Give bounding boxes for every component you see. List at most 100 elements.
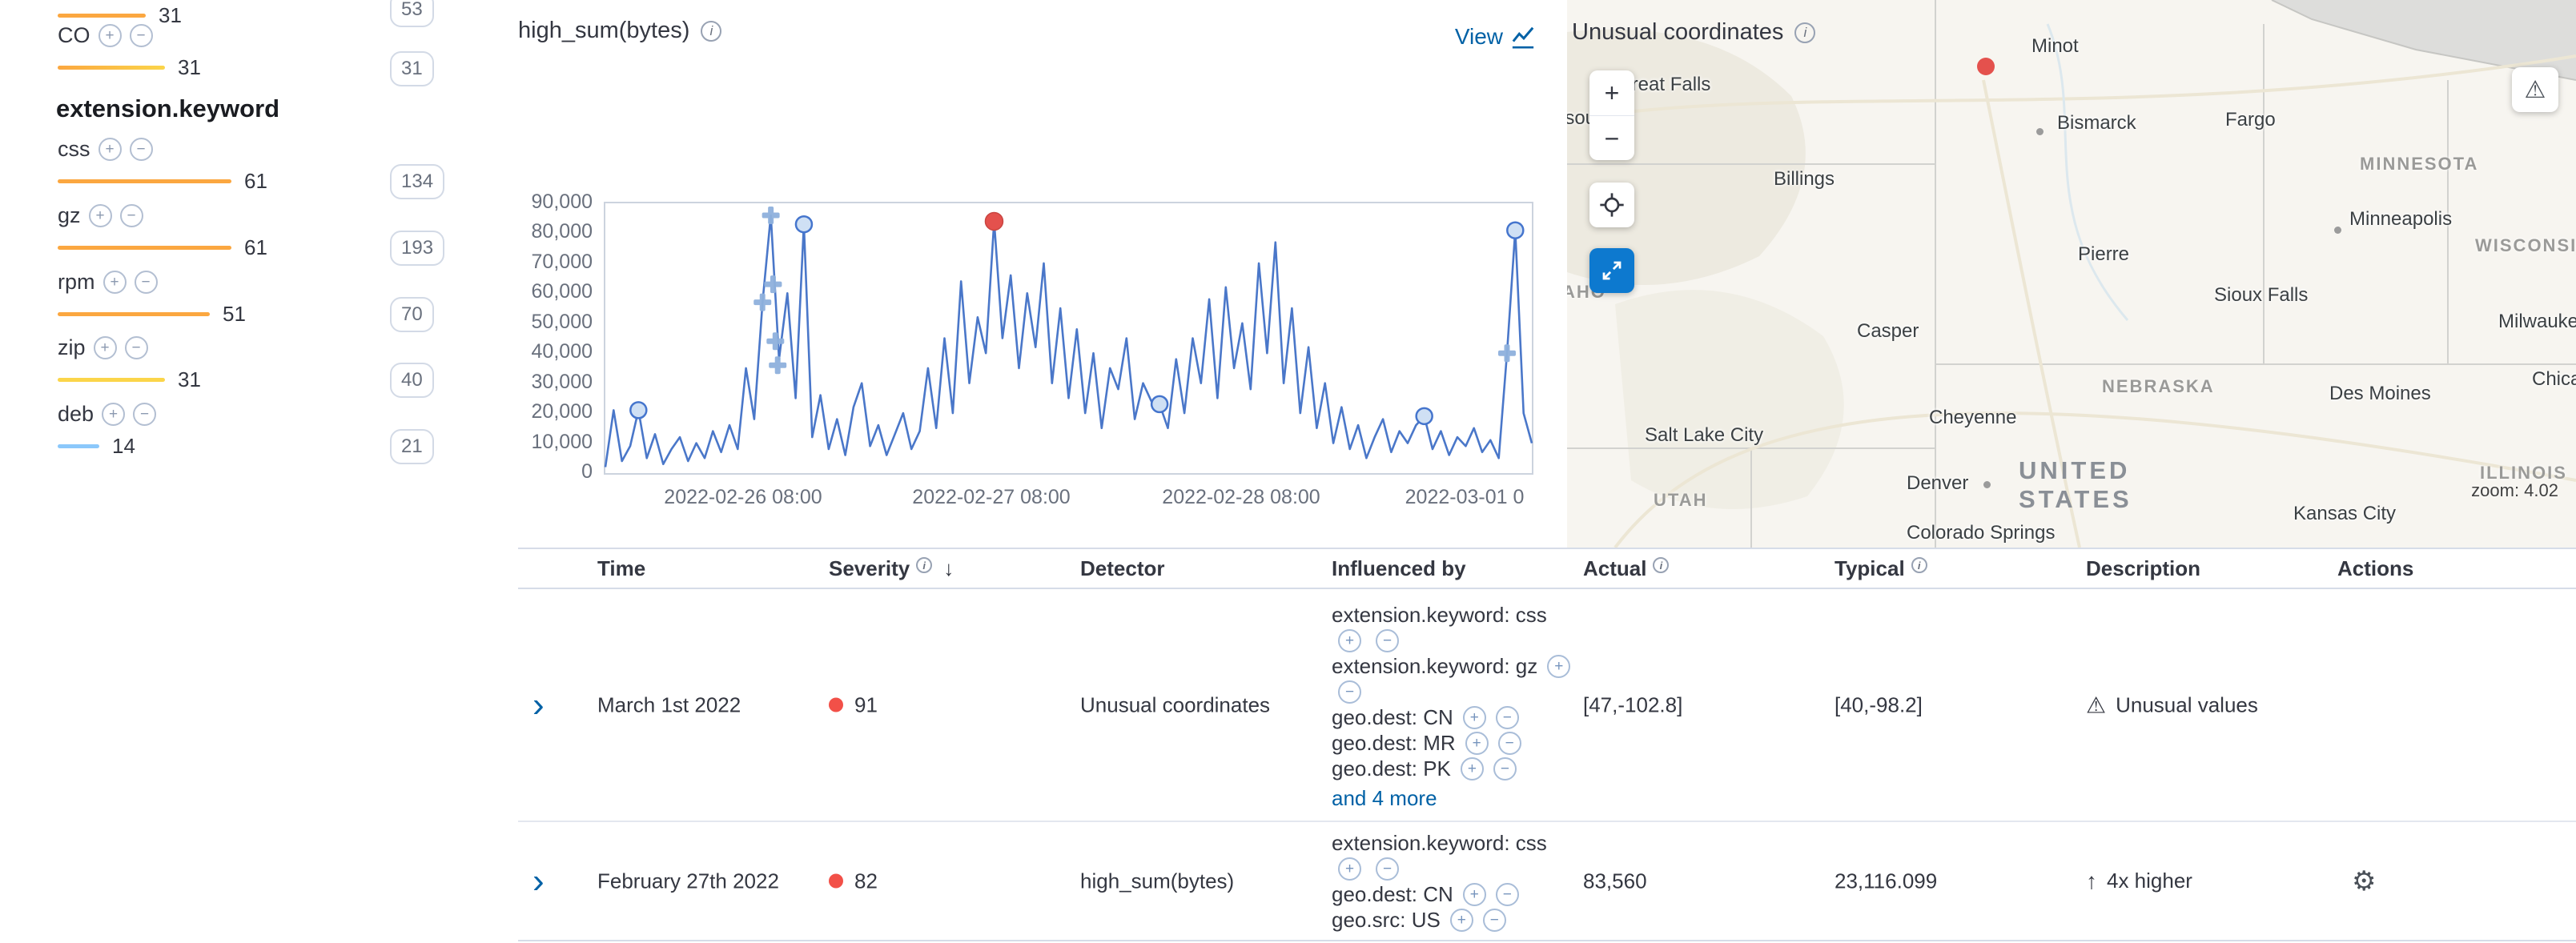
anomaly-marker[interactable] [1506, 221, 1525, 239]
filter-in-icon[interactable]: + [102, 402, 126, 426]
expand-row-button[interactable]: › [532, 861, 545, 901]
filter-out-icon[interactable]: − [1495, 882, 1519, 906]
country-label: UNITED STATES [2019, 456, 2132, 514]
filter-out-icon[interactable]: − [1495, 705, 1519, 729]
top-influencers-panel: 31 53 CO + − 31 31 extension.keyword css… [0, 0, 516, 943]
influencer-count-badge: 53 [390, 0, 434, 27]
map-city-label: Salt Lake City [1645, 424, 1764, 446]
anomaly-marker[interactable] [1150, 395, 1169, 414]
column-header-actual: Actual i [1583, 549, 1670, 588]
critical-anomaly-marker[interactable] [984, 211, 1004, 231]
country-label-line1: UNITED [2019, 456, 2131, 484]
influencer-label: css [58, 136, 90, 161]
filter-in-icon[interactable]: + [1465, 731, 1489, 755]
column-header-actions: Actions [2337, 556, 2414, 580]
influencer-value: 61 [244, 168, 267, 193]
x-axis-tick: 2022-02-26 08:00 [664, 486, 822, 508]
filter-out-icon[interactable]: − [129, 23, 153, 47]
filter-in-icon[interactable]: + [1462, 705, 1486, 729]
influencer-count-badge: 70 [390, 297, 434, 332]
anomaly-timeseries-chart [604, 206, 1533, 467]
cell-actual: [47,-102.8] [1583, 692, 1683, 716]
expand-row-button[interactable]: › [532, 684, 545, 724]
influencer-item: css + − 61 [58, 135, 267, 193]
show-more-influencers-link[interactable]: and 4 more [1332, 786, 1437, 810]
map-state-label: NEBRASKA [2102, 376, 2215, 396]
filter-out-icon[interactable]: − [133, 402, 157, 426]
y-axis-tick: 20,000 [531, 400, 593, 423]
info-icon[interactable]: i [1794, 22, 1816, 43]
filter-out-icon[interactable]: − [119, 203, 143, 227]
map-city-label: Fargo [2225, 109, 2276, 130]
filter-in-icon[interactable]: + [88, 203, 112, 227]
info-icon[interactable]: i [701, 20, 722, 42]
multi-bucket-anomaly-marker[interactable] [764, 275, 782, 294]
map-city-label: Billings [1774, 168, 1835, 190]
info-icon[interactable]: i [1911, 557, 1927, 573]
sort-desc-icon: ↓ [943, 556, 954, 580]
multi-bucket-anomaly-marker[interactable] [762, 206, 780, 224]
filter-out-icon[interactable]: − [1376, 857, 1399, 881]
influencer-item-partial: 31 [58, 0, 182, 27]
cell-severity: 91 [829, 692, 878, 717]
multi-bucket-anomaly-marker[interactable] [1497, 344, 1516, 363]
influencer-label: rpm [58, 269, 95, 294]
filter-in-icon[interactable]: + [1449, 908, 1473, 932]
influencer-field-heading: extension.keyword [56, 94, 280, 122]
filter-out-icon[interactable]: − [1338, 680, 1361, 704]
expand-map-button[interactable] [1589, 248, 1634, 293]
filter-out-icon[interactable]: − [129, 137, 153, 161]
influencer-item: zip + − 31 [58, 334, 201, 391]
geolocate-button[interactable] [1589, 183, 1634, 227]
map-warning-button[interactable]: ⚠ [2512, 67, 2558, 112]
filter-in-icon[interactable]: + [1338, 628, 1361, 652]
filter-in-icon[interactable]: + [93, 335, 117, 359]
anomaly-map-marker[interactable] [1977, 58, 1995, 75]
chart-plot-area[interactable] [604, 202, 1533, 475]
filter-in-icon[interactable]: + [1547, 654, 1571, 678]
multi-bucket-anomaly-marker[interactable] [754, 293, 772, 311]
influencer-count-badge: 31 [390, 51, 434, 86]
y-axis-tick: 30,000 [531, 370, 593, 393]
influencer-label: zip [58, 335, 86, 359]
gear-icon[interactable]: ⚙ [2352, 865, 2377, 897]
filter-in-icon[interactable]: + [102, 270, 127, 294]
anomaly-marker[interactable] [794, 215, 814, 234]
filter-out-icon[interactable]: − [124, 335, 148, 359]
y-axis-tick: 80,000 [531, 220, 593, 243]
filter-out-icon[interactable]: − [1497, 731, 1521, 755]
anomaly-marker[interactable] [629, 401, 648, 419]
zoom-out-button[interactable]: − [1604, 123, 1620, 153]
column-header-severity[interactable]: Severity i ↓ [829, 556, 954, 580]
country-label-line2: STATES [2019, 485, 2132, 513]
anomaly-marker[interactable] [1415, 407, 1433, 426]
influencer-label: CO [58, 22, 90, 47]
filter-in-icon[interactable]: + [1462, 882, 1486, 906]
influencer-count-badge: 21 [390, 429, 434, 464]
cell-actual: 83,560 [1583, 869, 1647, 893]
filter-in-icon[interactable]: + [1338, 857, 1361, 881]
multi-bucket-anomaly-marker[interactable] [766, 332, 785, 351]
cell-detector: Unusual coordinates [1080, 692, 1271, 716]
zoom-in-button[interactable]: + [1589, 70, 1634, 116]
influencer-label: deb [58, 401, 94, 426]
influencer-value: 51 [223, 301, 246, 326]
cell-typical: [40,-98.2] [1835, 692, 1923, 716]
filter-in-icon[interactable]: + [98, 23, 122, 47]
filter-out-icon[interactable]: − [134, 270, 158, 294]
map-city-label: Chicago [2532, 368, 2576, 390]
filter-out-icon[interactable]: − [1493, 756, 1517, 780]
filter-out-icon[interactable]: − [1376, 628, 1399, 652]
influence-bar [58, 443, 99, 448]
filter-in-icon[interactable]: + [98, 137, 122, 161]
view-button[interactable]: View [1455, 24, 1535, 50]
filter-out-icon[interactable]: − [1482, 908, 1506, 932]
info-icon[interactable]: i [1653, 557, 1670, 573]
influencer-item: deb + − 14 [58, 400, 157, 458]
filter-in-icon[interactable]: + [1460, 756, 1484, 780]
multi-bucket-anomaly-marker[interactable] [769, 356, 787, 375]
map-zoom-level: zoom: 4.02 [2471, 480, 2558, 500]
info-icon[interactable]: i [916, 557, 933, 573]
influence-bar [58, 377, 165, 382]
